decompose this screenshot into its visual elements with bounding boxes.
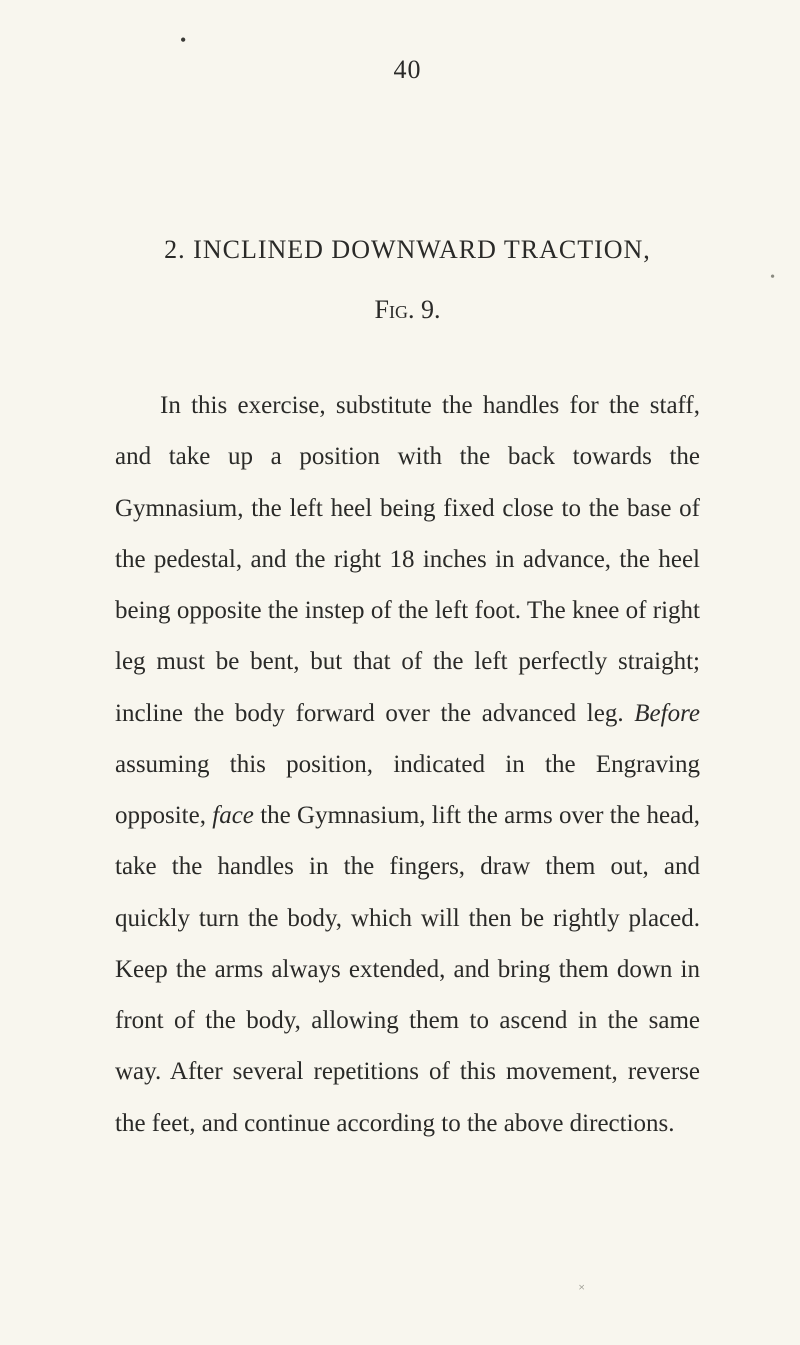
body-paragraph: In this exercise, substitute the handles…: [115, 380, 700, 1149]
italic-face: face: [212, 802, 254, 829]
page-number: 40: [115, 55, 700, 85]
header-mark: •: [180, 30, 186, 51]
body-text-3: the Gymnasium, lift the arms over the he…: [115, 802, 700, 1137]
side-mark: •: [770, 270, 775, 286]
italic-before: Before: [634, 700, 700, 727]
figure-label: Fig. 9.: [115, 295, 700, 325]
section-title: 2. INCLINED DOWNWARD TRACTION,: [115, 235, 700, 265]
body-text-1: In this exercise, substitute the handles…: [115, 392, 700, 727]
footer-mark: ×: [578, 1280, 585, 1295]
